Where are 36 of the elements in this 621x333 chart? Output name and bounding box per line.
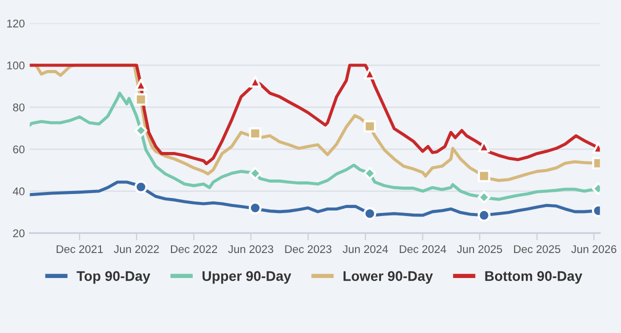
x-tick-label: Dec 2023 [285, 245, 332, 254]
y-tick-label: 100 [7, 62, 25, 70]
x-tick-label: Dec 2022 [170, 245, 218, 254]
y-tick-label: 60 [13, 145, 25, 154]
point [363, 207, 376, 220]
x-tick-label: Jun 2022 [114, 245, 159, 254]
legend-label: Lower 90-Day [344, 271, 433, 284]
x-tick-label: Jun 2023 [228, 245, 274, 254]
x-tick-label: Jun 2025 [456, 245, 502, 254]
x-tick-label: Dec 2021 [56, 245, 103, 254]
legend-label: Upper 90-Day [202, 271, 292, 284]
y-tick-label: 80 [13, 103, 25, 112]
x-tick-label: Jun 2026 [571, 245, 616, 254]
point [364, 120, 376, 133]
point [134, 124, 148, 137]
legend-label: Top 90-Day [76, 271, 150, 284]
point [134, 180, 148, 194]
point [249, 76, 262, 88]
point [248, 202, 262, 214]
point [364, 67, 376, 80]
point [478, 140, 490, 152]
point [478, 190, 490, 204]
point [134, 78, 147, 91]
legend-label: Bottom 90-Day [485, 271, 582, 284]
x-tick-label: Dec 2024 [400, 245, 446, 254]
y-tick-label: 120 [7, 20, 25, 28]
point [363, 166, 376, 180]
y-tick-label: 20 [13, 229, 25, 238]
x-tick-label: Jun 2024 [342, 245, 388, 254]
point [248, 166, 262, 180]
point [249, 127, 262, 140]
point [478, 170, 490, 182]
point [478, 208, 490, 222]
point [134, 93, 148, 106]
x-tick-label: Dec 2025 [514, 245, 560, 254]
y-tick-label: 40 [12, 187, 25, 196]
